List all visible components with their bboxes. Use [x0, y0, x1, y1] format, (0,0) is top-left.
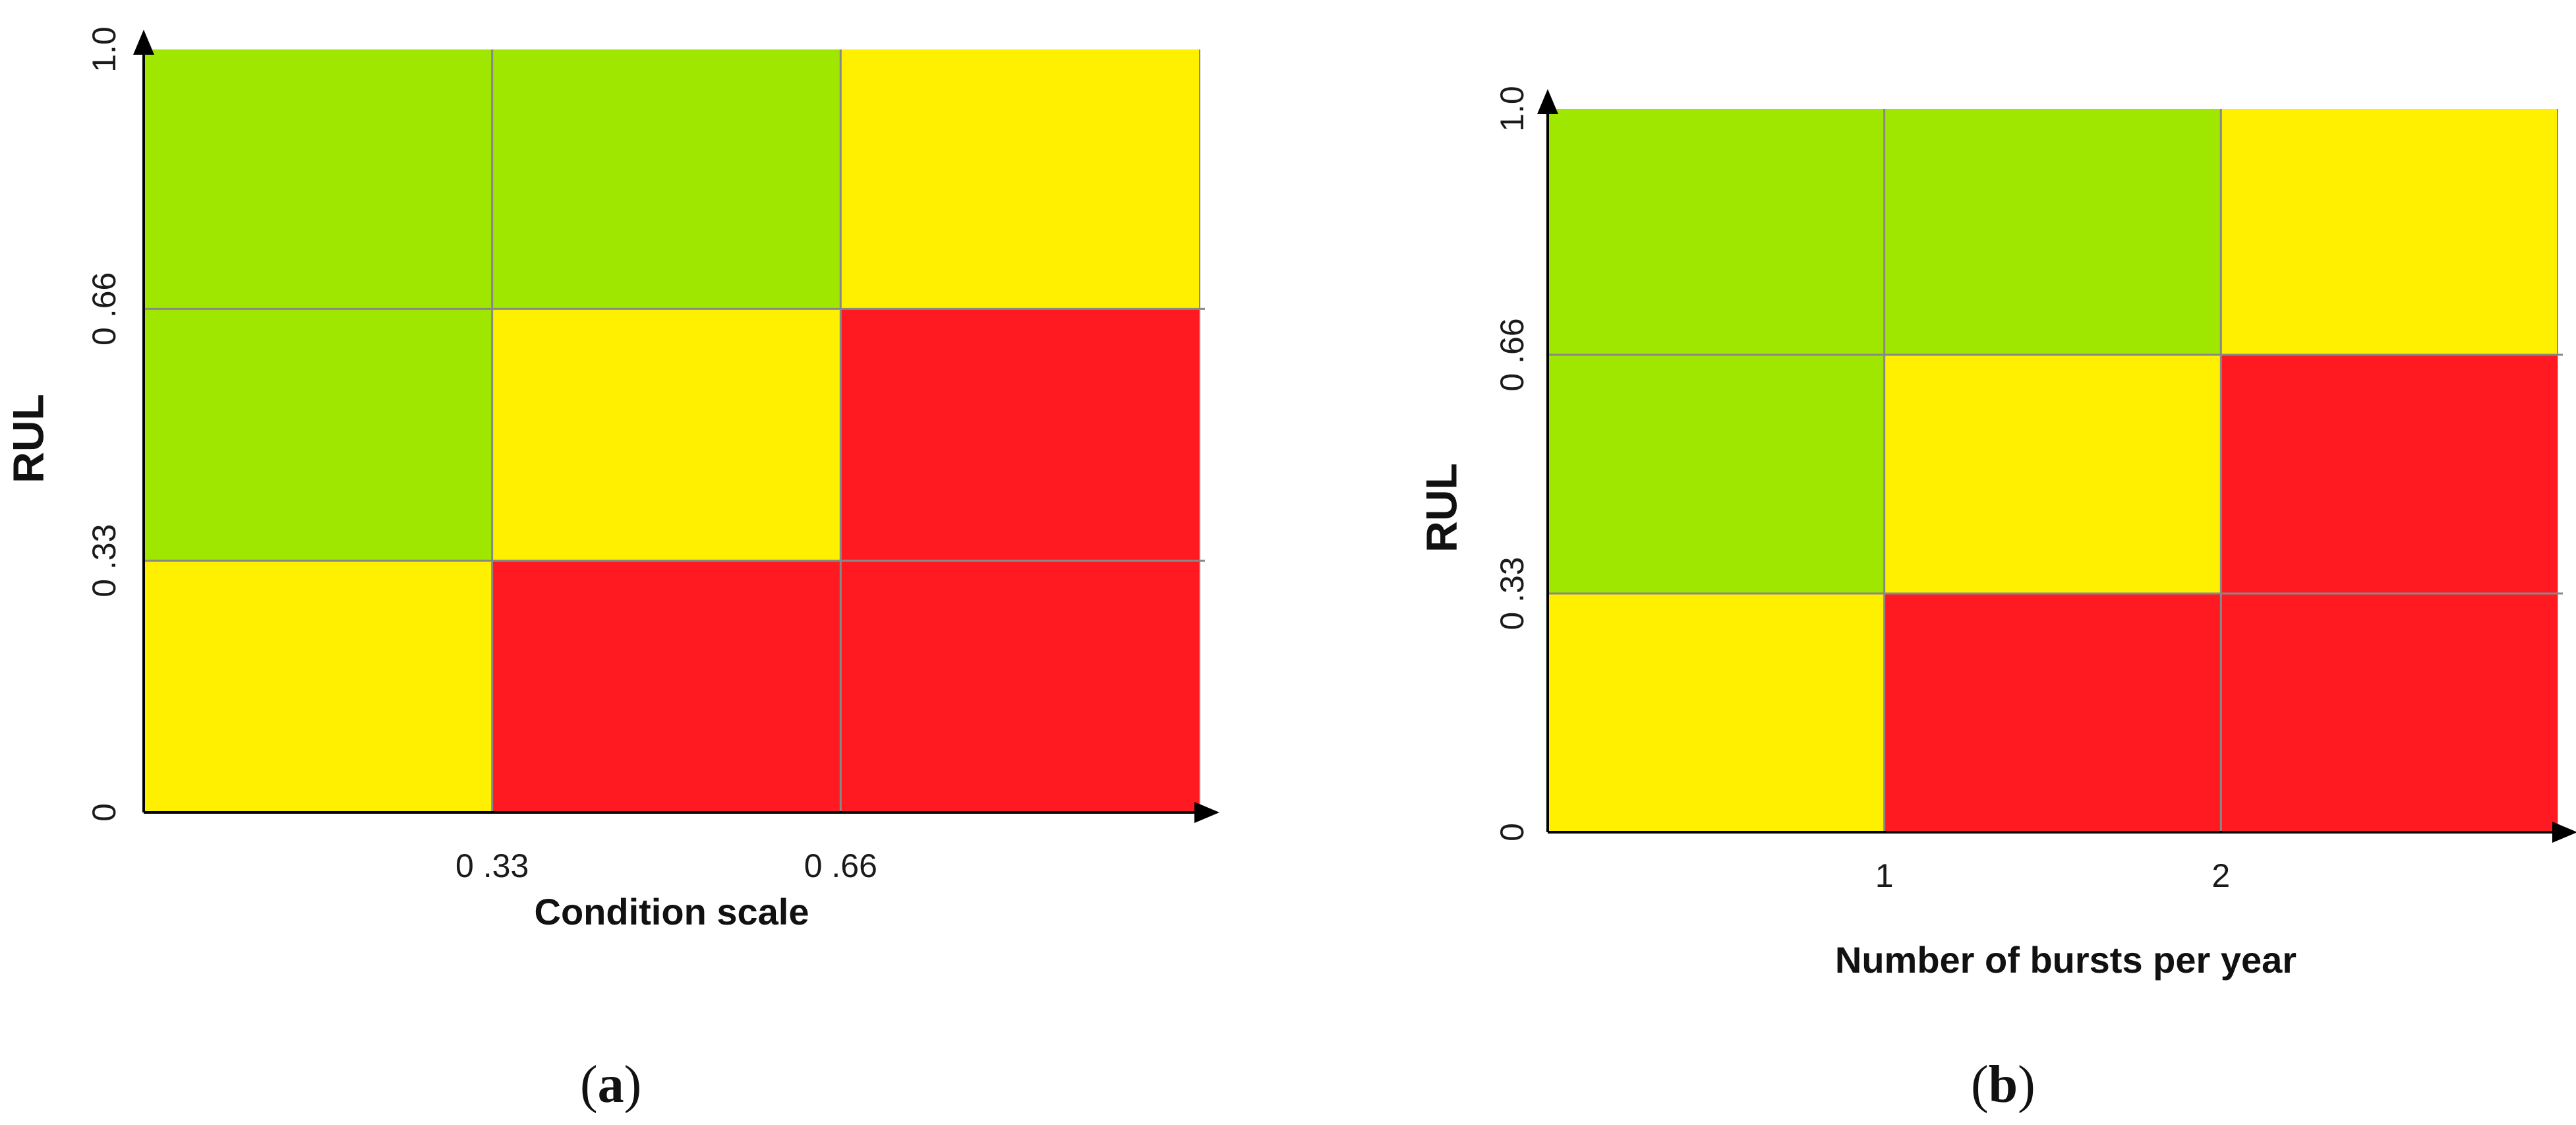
y-tick-label: 0 .66 [86, 272, 123, 346]
x-axis-arrow [2552, 822, 2576, 843]
cell-green-r2-c1 [1884, 109, 2221, 355]
cell-green-r1-c0 [1548, 354, 1885, 593]
x-axis-title: Condition scale [535, 891, 809, 932]
y-tick-label: 1.0 [1494, 86, 1531, 132]
caption-a-letter: a [597, 1056, 624, 1114]
x-tick-label: 0 .66 [804, 847, 877, 884]
caption-b: (b) [1971, 1056, 2035, 1114]
caption-b-letter: b [1988, 1056, 2018, 1114]
cell-yellow-r2-c2 [840, 49, 1200, 309]
y-tick-label: 0 .33 [1494, 557, 1531, 630]
cell-red-r0-c2 [840, 561, 1200, 812]
cell-yellow-r0-c0 [144, 561, 492, 812]
y-tick-label: 1.0 [86, 26, 123, 73]
cell-green-r2-c0 [144, 49, 492, 309]
cell-green-r2-c0 [1548, 109, 1885, 355]
x-tick-label: 1 [1875, 857, 1894, 894]
x-axis-arrow [1194, 802, 1219, 823]
panel-b-chart: 0 0 .33 0 .66 1.0 1 2 Number of bursts per yea… [1417, 86, 2576, 981]
cell-red-r1-c2 [2221, 354, 2558, 593]
cell-red-r0-c2 [2221, 593, 2558, 832]
cell-red-r0-c1 [1884, 593, 2221, 832]
x-tick-label: 2 [2211, 857, 2230, 894]
cell-yellow-r1-c1 [1884, 354, 2221, 593]
cell-yellow-r1-c1 [492, 309, 841, 561]
cell-yellow-r0-c0 [1548, 593, 1885, 832]
cell-red-r1-c2 [840, 309, 1200, 561]
caption-a: (a) [580, 1056, 642, 1114]
panel-a-chart: 0 0 .33 0 .66 1.0 0 .33 0 .66 Condition scale R… [3, 26, 1219, 932]
x-tick-label: 0 .33 [455, 847, 529, 884]
y-tick-label: 0 .66 [1494, 318, 1531, 391]
y-axis-title: RUL [1417, 463, 1465, 553]
y-axis-title: RUL [3, 394, 52, 483]
cell-red-r0-c1 [492, 561, 841, 812]
y-tick-label: 0 [86, 803, 123, 822]
cell-yellow-r2-c2 [2221, 109, 2558, 355]
cell-green-r2-c1 [492, 49, 841, 309]
y-tick-label: 0 [1494, 823, 1531, 841]
x-axis-title: Number of bursts per year [1835, 939, 2297, 981]
y-axis-arrow [1537, 89, 1558, 114]
cell-green-r1-c0 [144, 309, 492, 561]
y-tick-label: 0 .33 [86, 524, 123, 597]
y-axis-arrow [133, 30, 154, 55]
